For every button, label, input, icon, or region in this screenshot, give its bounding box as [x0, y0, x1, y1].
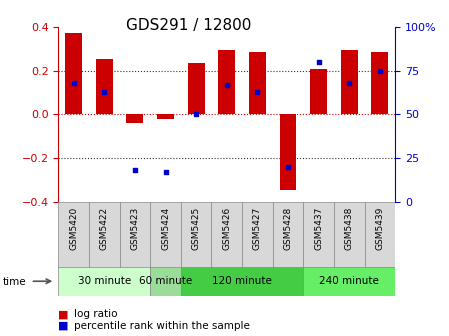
Point — [376, 68, 383, 73]
Text: GSM5426: GSM5426 — [222, 207, 231, 250]
Text: GDS291 / 12800: GDS291 / 12800 — [126, 18, 251, 34]
Bar — [181, 267, 303, 296]
Text: 60 minute: 60 minute — [139, 277, 192, 286]
Text: GSM5428: GSM5428 — [283, 207, 292, 250]
Bar — [371, 52, 388, 114]
Bar — [58, 202, 89, 269]
Bar — [249, 52, 266, 114]
Point — [346, 80, 353, 85]
Bar — [96, 58, 113, 114]
Text: 120 minute: 120 minute — [212, 277, 272, 286]
Text: GSM5424: GSM5424 — [161, 207, 170, 250]
Bar — [58, 267, 150, 296]
Text: GSM5420: GSM5420 — [69, 207, 78, 250]
Text: log ratio: log ratio — [74, 309, 118, 319]
Bar — [89, 202, 119, 269]
Bar — [218, 50, 235, 114]
Bar — [211, 202, 242, 269]
Bar — [303, 202, 334, 269]
Text: GSM5422: GSM5422 — [100, 207, 109, 250]
Bar — [303, 267, 395, 296]
Text: GSM5425: GSM5425 — [192, 207, 201, 250]
Point — [193, 112, 200, 117]
Text: GSM5427: GSM5427 — [253, 207, 262, 250]
Point — [284, 164, 291, 169]
Bar — [280, 114, 296, 190]
Point — [223, 82, 230, 87]
Bar — [181, 202, 211, 269]
Text: GSM5438: GSM5438 — [345, 207, 354, 250]
Text: ■: ■ — [58, 321, 69, 331]
Text: time: time — [2, 277, 26, 287]
Bar — [65, 34, 82, 114]
Bar — [157, 114, 174, 119]
Text: GSM5423: GSM5423 — [130, 207, 139, 250]
Bar — [341, 50, 357, 114]
Bar — [273, 202, 303, 269]
Point — [254, 89, 261, 94]
Text: 30 minute: 30 minute — [78, 277, 131, 286]
Bar — [150, 267, 181, 296]
Bar — [150, 202, 181, 269]
Text: percentile rank within the sample: percentile rank within the sample — [74, 321, 250, 331]
Bar — [119, 202, 150, 269]
Bar — [188, 63, 205, 114]
Point — [162, 169, 169, 175]
Point — [131, 167, 138, 173]
Point — [315, 59, 322, 65]
Text: ■: ■ — [58, 309, 69, 319]
Text: 240 minute: 240 minute — [319, 277, 379, 286]
Point — [101, 89, 108, 94]
Point — [70, 80, 77, 85]
Bar — [127, 114, 143, 123]
Bar — [310, 70, 327, 114]
Bar — [365, 202, 395, 269]
Bar — [334, 202, 365, 269]
Text: GSM5439: GSM5439 — [375, 207, 384, 250]
Text: GSM5437: GSM5437 — [314, 207, 323, 250]
Bar — [242, 202, 273, 269]
